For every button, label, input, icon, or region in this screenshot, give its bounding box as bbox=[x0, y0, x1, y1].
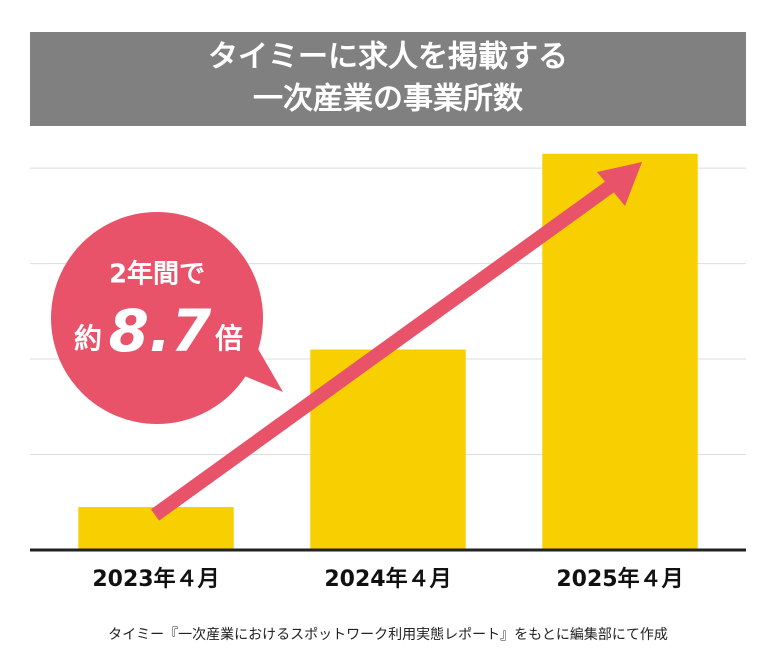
x-tick-label: 2023年４月 bbox=[92, 566, 219, 592]
arrow-head bbox=[597, 162, 642, 206]
callout: 2年間で 約 8.7 倍 bbox=[51, 212, 283, 424]
callout-text: 2年間で bbox=[109, 259, 205, 290]
callout-bubble bbox=[51, 212, 263, 424]
callout-text: 約 bbox=[74, 322, 102, 355]
callout-text: 倍 bbox=[215, 322, 243, 355]
callout-value: 8.7 bbox=[109, 297, 212, 365]
chart-title: タイミーに求人を掲載する bbox=[208, 40, 568, 75]
arrow bbox=[150, 162, 642, 521]
title-band bbox=[30, 32, 746, 126]
x-tick-label: 2025年４月 bbox=[556, 566, 683, 592]
source-note: タイミー『一次産業におけるスポットワーク利用実態レポート』をもとに編集部にて作成 bbox=[108, 626, 668, 643]
x-tick-label: 2024年４月 bbox=[324, 566, 451, 592]
callout-tail bbox=[230, 335, 283, 392]
arrow-shaft bbox=[150, 177, 620, 521]
chart-title: 一次産業の事業所数 bbox=[253, 82, 524, 117]
